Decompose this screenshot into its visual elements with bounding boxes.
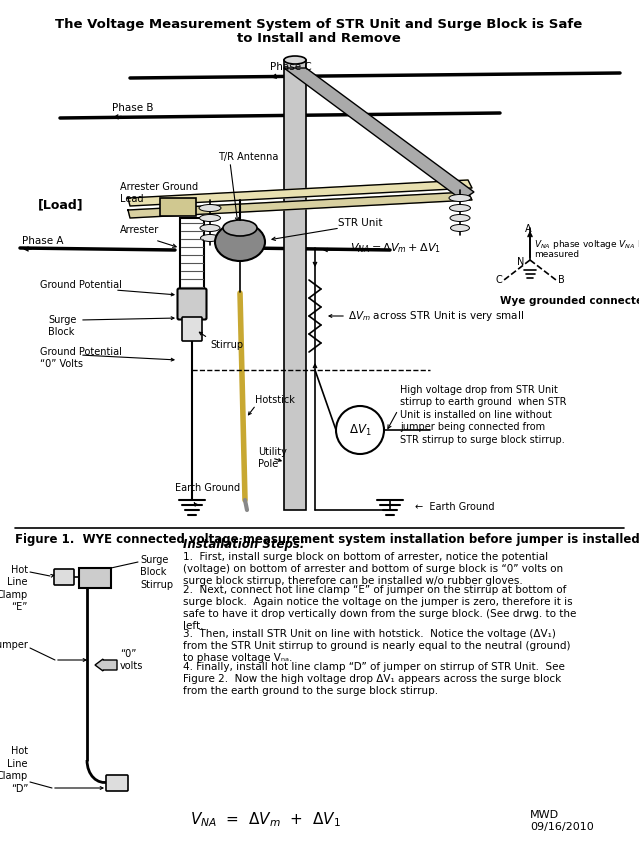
Circle shape — [336, 406, 384, 454]
Ellipse shape — [199, 204, 221, 211]
Text: $\Delta V_m$ across STR Unit is very small: $\Delta V_m$ across STR Unit is very sma… — [348, 309, 524, 323]
Text: Phase A: Phase A — [22, 236, 63, 246]
Text: Phase B: Phase B — [112, 103, 153, 113]
Ellipse shape — [223, 220, 257, 236]
Text: Ground Potential
“0” Volts: Ground Potential “0” Volts — [40, 347, 122, 369]
Text: Surge
Block: Surge Block — [48, 315, 77, 338]
Text: Hot
Line
Clamp
“E”: Hot Line Clamp “E” — [0, 565, 28, 612]
Bar — [160, 198, 196, 216]
FancyBboxPatch shape — [106, 775, 128, 791]
Text: 2.  Next, connect hot line clamp “E” of jumper on the stirrup at bottom of
surge: 2. Next, connect hot line clamp “E” of j… — [183, 586, 576, 631]
Polygon shape — [128, 180, 472, 206]
Text: Utility
Pole: Utility Pole — [258, 447, 287, 469]
Ellipse shape — [215, 223, 265, 261]
Text: MWD: MWD — [530, 810, 559, 820]
Text: ←  Earth Ground: ← Earth Ground — [415, 502, 495, 512]
Text: Jumper: Jumper — [0, 640, 28, 650]
Text: Earth Ground: Earth Ground — [176, 483, 240, 493]
FancyArrow shape — [95, 659, 117, 671]
Text: $\Delta V_1$: $\Delta V_1$ — [349, 422, 371, 438]
Ellipse shape — [450, 225, 470, 232]
Text: Arrester: Arrester — [120, 225, 159, 235]
Ellipse shape — [284, 56, 306, 64]
Polygon shape — [128, 192, 472, 218]
Text: N: N — [516, 257, 524, 267]
Text: $V_{NA}$  =  $\Delta V_m$  +  $\Delta V_1$: $V_{NA}$ = $\Delta V_m$ + $\Delta V_1$ — [190, 811, 341, 829]
Text: Installation Steps:: Installation Steps: — [183, 538, 305, 551]
Ellipse shape — [201, 234, 220, 241]
Ellipse shape — [200, 225, 220, 232]
Text: Wye grounded connected system: Wye grounded connected system — [500, 296, 639, 306]
Text: Hot
Line
Clamp
“D”: Hot Line Clamp “D” — [0, 746, 28, 793]
Text: Ground Potential: Ground Potential — [40, 280, 122, 290]
Ellipse shape — [450, 215, 470, 221]
Text: 4. Finally, install hot line clamp “D” of jumper on stirrup of STR Unit.  See
Fi: 4. Finally, install hot line clamp “D” o… — [183, 662, 565, 696]
Bar — [284, 60, 306, 510]
Text: T/R Antenna: T/R Antenna — [218, 152, 279, 162]
FancyBboxPatch shape — [178, 288, 206, 320]
Text: Hotstick: Hotstick — [255, 395, 295, 405]
Text: Phase C: Phase C — [270, 62, 312, 72]
Text: Surge
Block
Stirrup: Surge Block Stirrup — [140, 555, 173, 590]
Text: 1.  First, install surge block on bottom of arrester, notice the potential
(volt: 1. First, install surge block on bottom … — [183, 552, 563, 586]
Text: $V_{NA}$ phase voltage $V_{NA}$ being: $V_{NA}$ phase voltage $V_{NA}$ being — [534, 238, 639, 251]
Ellipse shape — [449, 204, 470, 211]
Text: 09/16/2010: 09/16/2010 — [530, 822, 594, 832]
Ellipse shape — [449, 194, 471, 202]
Polygon shape — [284, 68, 474, 200]
Text: STR Unit: STR Unit — [338, 218, 383, 228]
Text: “0”
volts: “0” volts — [120, 649, 143, 671]
Text: High voltage drop from STR Unit
stirrup to earth ground  when STR
Unit is instal: High voltage drop from STR Unit stirrup … — [400, 385, 567, 445]
Text: B: B — [558, 275, 565, 285]
Text: Figure 1.  WYE connected voltage measurement system installation before jumper i: Figure 1. WYE connected voltage measurem… — [15, 533, 639, 546]
Text: Stirrup: Stirrup — [210, 340, 243, 350]
Ellipse shape — [199, 215, 220, 221]
FancyBboxPatch shape — [54, 569, 74, 585]
Text: $V_{NA} = \Delta V_m  +  \Delta V_1$: $V_{NA} = \Delta V_m + \Delta V_1$ — [350, 241, 441, 255]
Text: to Install and Remove: to Install and Remove — [237, 32, 401, 45]
Text: A: A — [525, 224, 531, 234]
Text: C: C — [495, 275, 502, 285]
Bar — [79, 568, 111, 588]
FancyBboxPatch shape — [182, 317, 202, 341]
Text: The Voltage Measurement System of STR Unit and Surge Block is Safe: The Voltage Measurement System of STR Un… — [56, 18, 583, 31]
Text: 3.  Then, install STR Unit on line with hotstick.  Notice the voltage (ΔV₁)
from: 3. Then, install STR Unit on line with h… — [183, 628, 571, 663]
Bar — [180, 218, 204, 290]
Text: [Load]: [Load] — [38, 198, 84, 211]
Text: Arrester Ground
Lead: Arrester Ground Lead — [120, 182, 198, 204]
Text: measured: measured — [534, 250, 579, 258]
